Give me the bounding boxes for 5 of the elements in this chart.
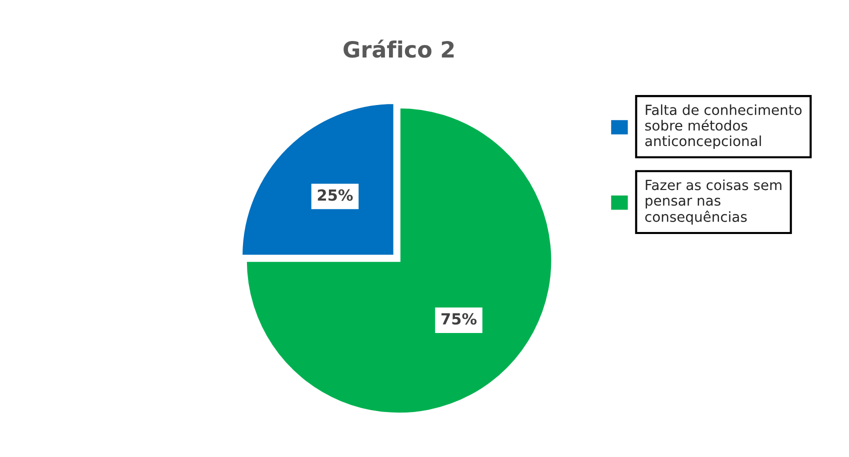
legend-label: Fazer as coisas sem pensar nas consequências [645,179,782,225]
chart-title: Gráfico 2 [344,40,454,58]
data-label: 75% [441,313,477,325]
legend-label: Falta de conhecimento sobre métodos anticoncepcional [645,104,802,149]
data-label: 25% [318,189,353,201]
